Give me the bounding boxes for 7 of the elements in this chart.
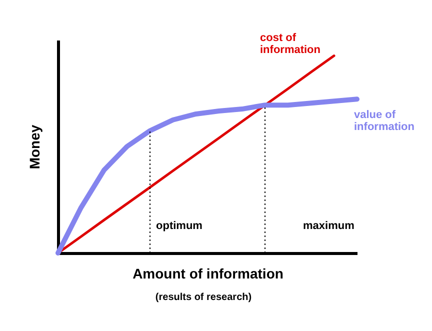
- annotation: optimum: [156, 220, 203, 232]
- x-axis-title: Amount of information: [132, 266, 284, 282]
- annotation: maximum: [303, 220, 355, 232]
- text: (results of research): [155, 292, 252, 303]
- series-label: value of information: [354, 109, 415, 134]
- y-axis-title: Money: [26, 124, 42, 170]
- series-label: cost of information: [260, 32, 321, 56]
